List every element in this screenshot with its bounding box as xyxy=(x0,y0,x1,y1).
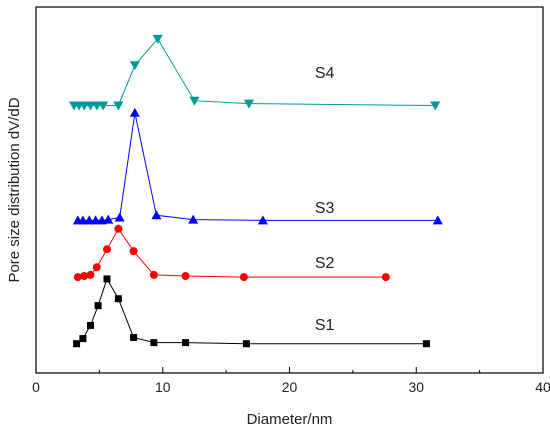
series-s3-point xyxy=(84,215,95,225)
series-s2-point xyxy=(102,245,111,254)
series-s1-point xyxy=(73,340,81,348)
series-s2-point xyxy=(80,272,89,281)
series-s2-line xyxy=(77,227,386,278)
series-s4-point xyxy=(98,101,109,111)
series-s2 xyxy=(73,224,390,282)
series-s3-point xyxy=(151,210,162,220)
series-s2-point xyxy=(114,224,123,233)
x-axis-title: Diameter/nm xyxy=(247,411,333,428)
series-s2-point xyxy=(149,270,158,279)
series-layer xyxy=(69,34,443,348)
series-s4 xyxy=(69,34,441,111)
annotation-layer: S1 S2 S3 S4 xyxy=(315,65,335,334)
y-axis-title: Pore size distribution dV/dD xyxy=(6,97,23,282)
series-s3-point xyxy=(129,107,140,117)
series-s4-point xyxy=(113,101,124,111)
series-s4-point xyxy=(189,96,200,106)
series-s3-point xyxy=(432,215,443,225)
series-s1-point xyxy=(103,275,111,283)
series-s4-point xyxy=(430,101,441,111)
series-label-s2: S2 xyxy=(315,255,335,272)
series-s4-point xyxy=(152,34,163,44)
x-tick-label: 0 xyxy=(32,379,40,395)
series-s4-point xyxy=(85,101,96,111)
series-s2-point xyxy=(129,247,138,256)
series-s1-point xyxy=(242,340,250,348)
x-tick-label: 20 xyxy=(282,379,298,395)
series-s1-point xyxy=(94,302,102,310)
series-s2-point xyxy=(86,270,95,279)
series-s1-point xyxy=(87,321,95,329)
series-s3-point xyxy=(257,215,268,225)
x-tick-label: 30 xyxy=(408,379,424,395)
series-s1-point xyxy=(114,295,122,303)
series-s3-point xyxy=(103,214,114,224)
series-s1-point xyxy=(182,339,190,347)
series-s3-point xyxy=(114,212,125,222)
series-s1-point xyxy=(422,340,430,348)
series-label-s1: S1 xyxy=(315,317,335,334)
series-s4-point xyxy=(129,61,140,71)
series-s4-point xyxy=(243,99,254,109)
series-label-s3: S3 xyxy=(315,200,335,217)
series-s1-line xyxy=(76,277,427,345)
series-s1 xyxy=(73,275,430,348)
series-s3-point xyxy=(90,215,101,225)
plot-area xyxy=(35,6,544,374)
x-axis-ticks: 0 10 20 30 40 xyxy=(32,367,550,395)
series-s1-point xyxy=(150,339,158,347)
series-s4-point xyxy=(91,101,102,111)
series-s2-point xyxy=(239,273,248,282)
series-label-s4: S4 xyxy=(315,65,335,82)
series-s1-point xyxy=(130,333,138,341)
series-s4-line xyxy=(74,37,436,106)
series-s3-point xyxy=(77,215,88,225)
series-s2-point xyxy=(381,273,390,282)
x-tick-label: 40 xyxy=(535,379,550,395)
series-s2-point xyxy=(181,272,190,281)
series-s2-point xyxy=(92,263,101,272)
series-s2-point xyxy=(73,273,82,282)
series-s3 xyxy=(72,107,443,225)
series-s3-point xyxy=(188,214,199,224)
series-s3-line xyxy=(77,112,438,221)
x-tick-label: 10 xyxy=(155,379,171,395)
series-s4-point xyxy=(79,101,90,111)
series-s1-point xyxy=(79,335,87,343)
